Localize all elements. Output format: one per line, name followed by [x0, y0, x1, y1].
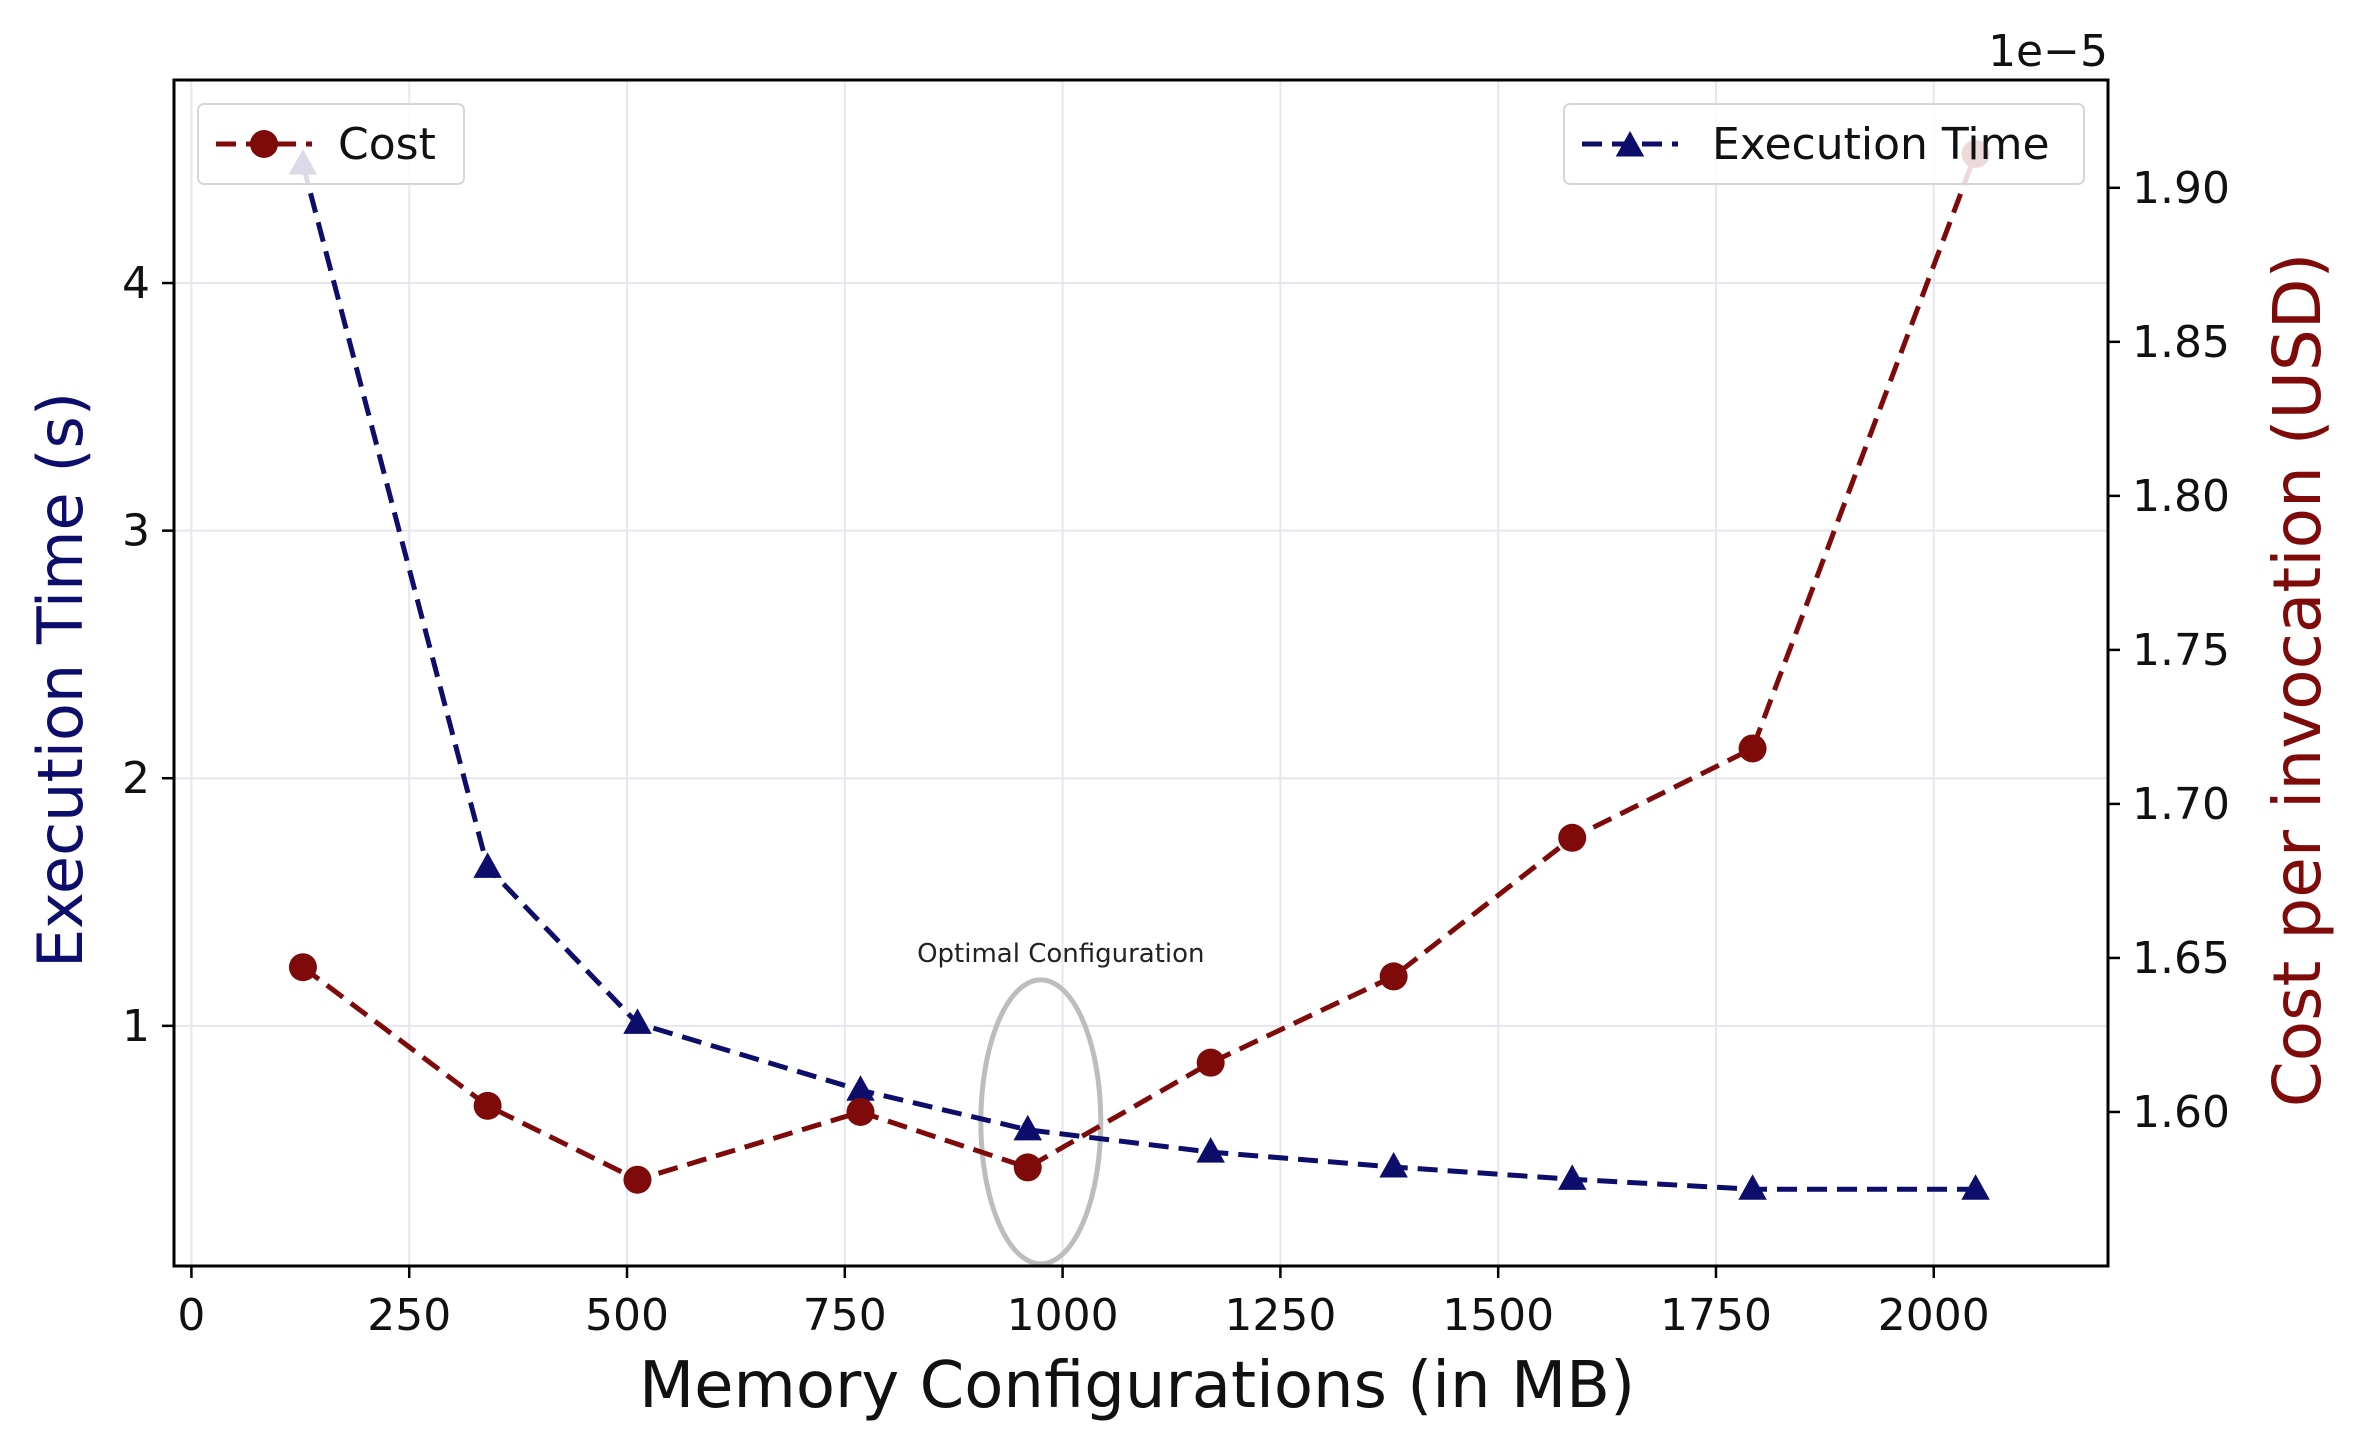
cost-point [846, 1097, 875, 1126]
cost-point [623, 1165, 652, 1194]
y-left-tick-label: 3 [122, 506, 150, 557]
cost-point [1558, 823, 1587, 852]
cost-point [1379, 962, 1408, 991]
execution-time-point [1557, 1164, 1587, 1190]
x-tick-label: 750 [803, 1290, 887, 1341]
y-right-tick-label: 1.80 [2132, 471, 2230, 522]
legend-execution-time-marker [1615, 131, 1645, 157]
execution-time-point [1738, 1174, 1767, 1200]
x-tick-label: 500 [585, 1290, 669, 1341]
cost-point [473, 1091, 502, 1120]
series-group [288, 139, 1990, 1200]
plot-frame [172, 78, 2110, 1268]
annotation-group: Optimal Configuration [917, 939, 1205, 1267]
y-right-tick-label: 1.65 [2132, 933, 2230, 984]
series-line-execution-time [300, 163, 1976, 1192]
y-right-tick-label: 1.90 [2132, 163, 2230, 214]
cost-point [1013, 1153, 1042, 1182]
cost-point [288, 953, 317, 982]
y-right-tick-label: 1.75 [2132, 625, 2230, 676]
x-tick-label: 2000 [1878, 1290, 1990, 1341]
y-axis-left-label: Execution Time (s) [24, 392, 97, 968]
cost-point [1738, 734, 1767, 763]
execution-time-point [1196, 1137, 1225, 1163]
cost-point [1196, 1048, 1225, 1077]
legend-execution-time-label: Execution Time [1712, 119, 2050, 170]
x-tick-label: 1500 [1442, 1290, 1554, 1341]
y-right-tick-label: 1.85 [2132, 317, 2230, 368]
execution-time-point [1961, 1174, 1990, 1200]
y-left-tick-label: 4 [122, 258, 150, 309]
x-tick-label: 1250 [1224, 1290, 1336, 1341]
x-axis-label: Memory Configurations (in MB) [639, 1349, 1635, 1423]
y-right-tick-label: 1.70 [2132, 779, 2230, 830]
y-left-tick-label: 2 [122, 753, 150, 804]
series-line-cost [301, 153, 1978, 1183]
y-left-tick-label: 1 [122, 1001, 150, 1052]
legend-cost-marker [250, 130, 278, 158]
x-tick-label: 0 [177, 1290, 205, 1341]
y-axis-right-label: Cost per invocation (USD) [2259, 253, 2336, 1108]
legend-execution-time-box [1563, 103, 2085, 185]
execution-time-point [1013, 1114, 1042, 1141]
execution-time-point [1379, 1151, 1408, 1178]
legend-cost-box [197, 103, 465, 185]
optimal-configuration-label: Optimal Configuration [917, 939, 1204, 969]
execution-time-point [473, 852, 502, 878]
x-tick-label: 1000 [1007, 1290, 1119, 1341]
right-axis-offset-text: 1e−5 [1988, 26, 2108, 77]
execution-time-point [623, 1008, 652, 1034]
x-tick-label: 1750 [1660, 1290, 1772, 1341]
grid [174, 80, 2108, 1266]
legend-cost-label: Cost [338, 119, 436, 170]
x-tick-label: 250 [367, 1290, 451, 1341]
axes: 0 250 500 750 1000 1250 1500 1750 2000 1 2 3 4 1.60 1.… [122, 163, 2230, 1341]
optimal-configuration-ellipse [978, 977, 1104, 1267]
y-right-tick-label: 1.60 [2132, 1087, 2230, 1138]
execution-time-point [846, 1075, 875, 1101]
legends: Cost Execution Time [197, 103, 2085, 185]
